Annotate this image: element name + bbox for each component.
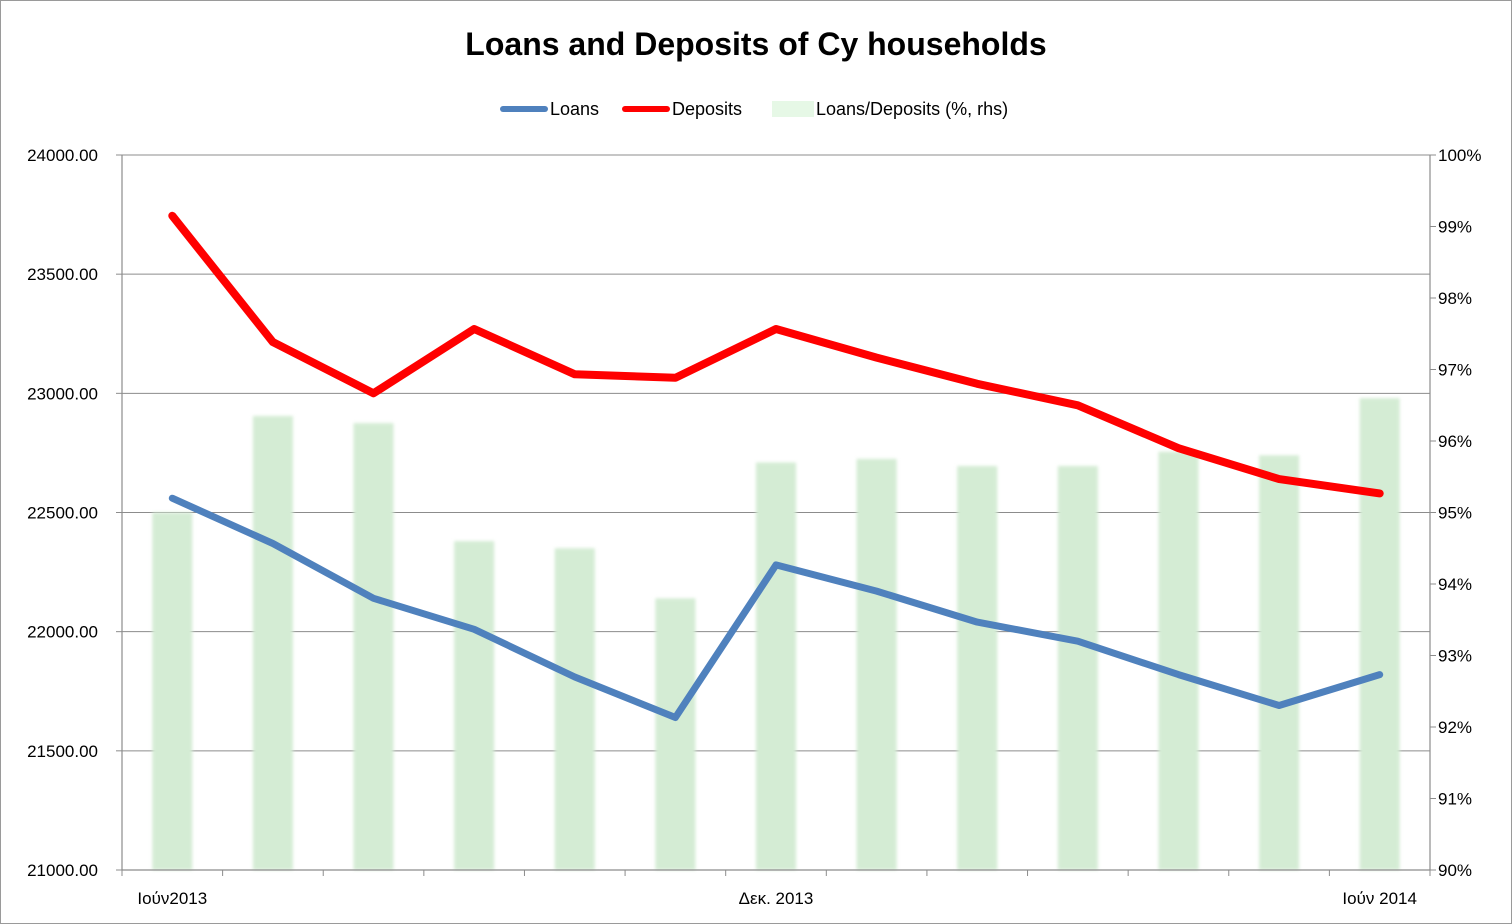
data-point-deposits: [373, 392, 375, 394]
bar-loans-deposits-ratio: [1359, 398, 1400, 870]
legend-item-ratio: Loans/Deposits (%, rhs): [772, 96, 1008, 122]
legend-swatch-loans: [500, 106, 548, 112]
left-axis-tick-label: 24000.00: [27, 146, 98, 165]
data-point-deposits: [976, 383, 978, 385]
data-point-deposits: [876, 357, 878, 359]
right-axis-tick-label: 94%: [1438, 575, 1472, 594]
left-axis-tick-label: 23000.00: [27, 384, 98, 403]
chart-legend: Loans Deposits Loans/Deposits (%, rhs): [0, 96, 1512, 122]
legend-item-deposits: Deposits: [622, 96, 742, 122]
data-point-loans: [674, 716, 676, 718]
right-axis-tick-label: 97%: [1438, 361, 1472, 380]
legend-swatch-deposits: [622, 106, 670, 112]
data-point-deposits: [171, 215, 173, 217]
data-point-loans: [1278, 705, 1280, 707]
data-point-deposits: [775, 328, 777, 330]
x-axis-tick-label: Ιούν 2014: [1342, 889, 1417, 908]
data-point-loans: [373, 597, 375, 599]
series-line-deposits: [168, 211, 1384, 498]
right-axis-tick-label: 100%: [1438, 146, 1481, 165]
right-axis-tick-label: 93%: [1438, 647, 1472, 666]
data-point-deposits: [1177, 447, 1179, 449]
data-point-deposits: [1379, 492, 1381, 494]
data-point-loans: [574, 676, 576, 678]
left-axis-tick-label: 21500.00: [27, 742, 98, 761]
left-axis-tick-label: 22000.00: [27, 623, 98, 642]
right-axis-tick-label: 92%: [1438, 718, 1472, 737]
bar-loans-deposits-ratio: [856, 458, 897, 870]
data-point-deposits: [674, 377, 676, 379]
data-point-loans: [473, 628, 475, 630]
data-point-loans: [1077, 640, 1079, 642]
bar-loans-deposits-ratio: [152, 512, 193, 870]
bar-loans-deposits-ratio: [454, 541, 495, 870]
right-axis-tick-label: 95%: [1438, 504, 1472, 523]
data-point-loans: [171, 497, 173, 499]
legend-label-deposits: Deposits: [672, 98, 743, 119]
data-point-loans: [1379, 674, 1381, 676]
bar-loans-deposits-ratio: [957, 466, 998, 870]
x-axis-tick-label: Ιούν2013: [137, 889, 207, 908]
bar-loans-deposits-ratio: [1057, 466, 1098, 870]
bar-loans-deposits-ratio: [252, 415, 293, 870]
bar-loans-deposits-ratio: [353, 423, 394, 870]
chart-title: Loans and Deposits of Cy households: [465, 26, 1047, 62]
data-point-loans: [876, 590, 878, 592]
right-axis-tick-label: 98%: [1438, 289, 1472, 308]
left-axis-tick-label: 23500.00: [27, 265, 98, 284]
data-point-loans: [272, 542, 274, 544]
right-axis-tick-label: 96%: [1438, 432, 1472, 451]
data-point-deposits: [1077, 404, 1079, 406]
legend-item-loans: Loans: [500, 96, 599, 122]
data-point-deposits: [473, 328, 475, 330]
data-point-loans: [1177, 674, 1179, 676]
data-point-deposits: [1278, 478, 1280, 480]
bar-loans-deposits-ratio: [756, 462, 796, 870]
bar-loans-deposits-ratio: [554, 548, 595, 870]
right-axis-tick-label: 91%: [1438, 790, 1472, 809]
bar-loans-deposits-ratio: [1259, 455, 1300, 870]
bar-loans-deposits-ratio: [655, 598, 696, 870]
left-axis-tick-label: 22500.00: [27, 504, 98, 523]
data-point-deposits: [574, 373, 576, 375]
legend-label-loans: Loans: [550, 98, 600, 119]
left-axis-tick-label: 21000.00: [27, 861, 98, 880]
legend-swatch-ratio: [772, 101, 814, 117]
data-point-loans: [775, 564, 777, 566]
x-axis-tick-label: Δεκ. 2013: [739, 889, 814, 908]
bar-loans-deposits-ratio: [1158, 451, 1199, 870]
right-axis-tick-label: 99%: [1438, 218, 1472, 237]
data-point-deposits: [272, 341, 274, 343]
right-axis-tick-label: 90%: [1438, 861, 1472, 880]
legend-label-ratio: Loans/Deposits (%, rhs): [816, 98, 1009, 119]
data-point-loans: [976, 621, 978, 623]
